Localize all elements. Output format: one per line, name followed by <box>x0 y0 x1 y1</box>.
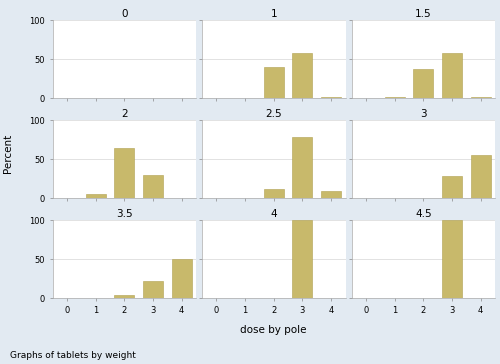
Text: 2: 2 <box>121 109 128 119</box>
Bar <box>143 175 163 198</box>
Bar <box>264 189 284 198</box>
Bar <box>321 191 341 198</box>
Bar <box>86 194 105 198</box>
Bar <box>470 97 490 98</box>
Text: dose by pole: dose by pole <box>240 325 307 335</box>
Bar <box>264 67 284 98</box>
Bar <box>143 281 163 298</box>
Text: 2.5: 2.5 <box>266 109 282 119</box>
Text: Percent: Percent <box>2 133 12 173</box>
Bar <box>384 97 404 98</box>
Bar <box>413 68 434 98</box>
Text: 0: 0 <box>121 9 128 19</box>
Bar <box>321 97 341 98</box>
Bar <box>292 137 312 198</box>
Bar <box>292 53 312 98</box>
Text: 4.5: 4.5 <box>415 209 432 219</box>
Text: 3: 3 <box>420 109 426 119</box>
Bar <box>114 294 134 298</box>
Bar <box>114 147 134 198</box>
Bar <box>470 155 490 198</box>
Text: 1: 1 <box>270 9 277 19</box>
Text: Graphs of tablets by weight: Graphs of tablets by weight <box>10 351 136 360</box>
Text: 1.5: 1.5 <box>415 9 432 19</box>
Text: 4: 4 <box>270 209 277 219</box>
Bar <box>442 53 462 98</box>
Bar <box>292 220 312 298</box>
Text: 3.5: 3.5 <box>116 209 132 219</box>
Bar <box>442 220 462 298</box>
Bar <box>442 177 462 198</box>
Bar <box>172 259 192 298</box>
